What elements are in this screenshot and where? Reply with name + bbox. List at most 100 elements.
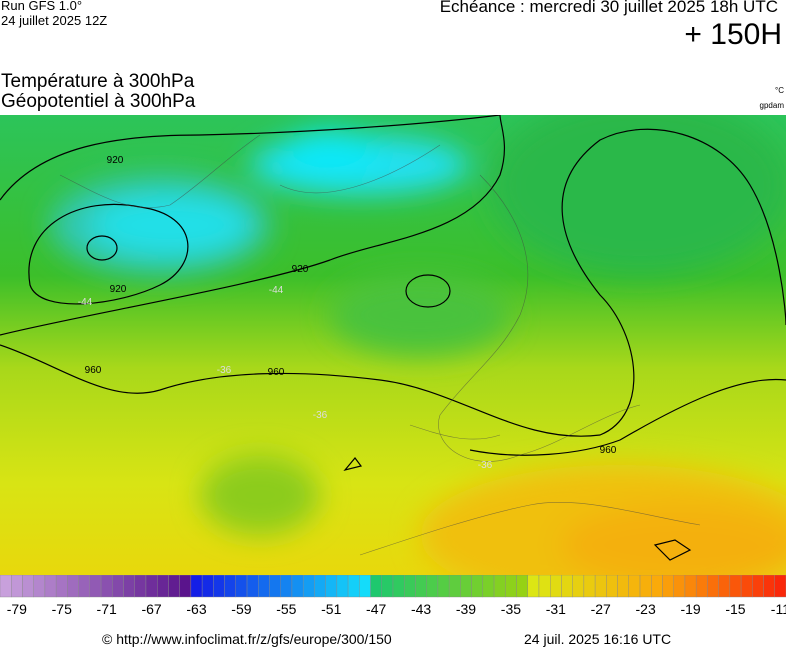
legend-swatch [325,575,338,598]
source-url: © http://www.infoclimat.fr/z/gfs/europe/… [102,631,392,647]
legend-swatch [628,575,641,598]
legend-swatch [583,575,596,598]
legend-swatch [269,575,281,598]
legend-swatch [718,575,731,598]
contour-label: -44 [78,297,93,308]
legend-swatch [201,575,214,598]
legend-swatch [538,575,551,598]
legend-swatch [448,575,461,598]
run-date: 24 juillet 2025 12Z [1,13,108,28]
legend-label: -27 [591,601,611,617]
legend-swatch [246,575,259,598]
contour-label: 960 [85,365,102,376]
contour-label: 920 [292,264,309,275]
lead-time: + 150H [684,18,782,51]
contour-label: -36 [313,410,328,421]
legend-swatch [235,575,248,598]
legend-swatch [594,575,607,598]
legend-swatch [493,575,506,598]
legend-label: -23 [636,601,656,617]
legend-swatch [606,575,618,598]
color-legend: -79 -75 -71 -67 -63 -59 -55 -51 -47 -43 -39 -35 -31 -… [0,575,786,617]
legend-swatch [415,575,427,598]
title: Géopotentiel à 300hPa [1,91,196,112]
legend-swatch [550,575,562,598]
legend-swatch [505,575,517,598]
legend-label: -67 [141,601,161,617]
legend-swatch [67,575,79,598]
legend-swatch [291,575,304,598]
run-label: Run GFS 1.0° [1,0,83,13]
legend-swatch [33,575,46,598]
legend-swatch [707,575,719,598]
contour-label: 960 [268,367,285,378]
legend-swatch [651,575,663,598]
temperature-field [50,115,786,575]
legend-swatch [392,575,405,598]
map: 920 920 920 960 960 960 -44 -44 -36 -36 -36 [0,115,786,575]
unit-label: gpdam [759,101,784,110]
legend-swatch [168,575,180,598]
legend-swatch [729,575,742,598]
legend-swatch [55,575,68,598]
legend-label: -71 [97,601,117,617]
legend-swatch [572,575,585,598]
legend-swatch [0,575,12,598]
legend-swatch [224,575,236,598]
legend-swatch [561,575,573,598]
legend-swatch [347,575,360,598]
contour-label: 920 [110,284,127,295]
legend-swatch [134,575,147,598]
contour-label: 960 [600,445,617,456]
legend-label: -35 [501,601,521,617]
legend-swatch [516,575,528,598]
legend-swatch [752,575,764,598]
legend-swatch [11,575,23,598]
legend-swatch [763,575,775,598]
legend-label: -59 [231,601,251,617]
legend-label: -63 [186,601,206,617]
legend-label: -31 [546,601,566,617]
legend-swatch [156,575,169,598]
legend-swatch [145,575,158,598]
legend-label: -51 [321,601,341,617]
legend-label: -79 [7,601,27,617]
legend-swatch [112,575,124,598]
legend-swatch [123,575,135,598]
legend-swatch [426,575,439,598]
legend-label: -11 [771,601,786,617]
legend-swatch [471,575,484,598]
legend-label: -75 [52,601,72,617]
legend-swatch [190,575,203,598]
legend-swatch [437,575,450,598]
echeance: Echéance : mercredi 30 juillet 2025 18h … [439,0,778,16]
legend-swatch [740,575,753,598]
contour-label: -36 [478,460,493,471]
legend-swatch [336,575,349,598]
legend-swatch [482,575,495,598]
contour-label: 920 [107,155,124,166]
legend-swatch [460,575,472,598]
unit-label: °C [775,86,784,95]
legend-swatch [78,575,91,598]
legend-label: -19 [680,601,700,617]
contour-label: -44 [269,285,284,296]
legend-swatch [44,575,57,598]
legend-swatch [22,575,34,598]
legend-swatch [370,575,382,598]
legend-swatch [527,575,540,598]
legend-swatch [89,575,102,598]
legend-swatch [359,575,371,598]
legend-label: -43 [411,601,431,617]
legend-swatch [404,575,416,598]
legend-label: -15 [725,601,745,617]
geopotential-contours [0,115,786,561]
legend-swatch [695,575,708,598]
contour-label: -36 [217,365,232,376]
coastlines [59,134,701,556]
legend-swatch [213,575,225,598]
legend-swatch [381,575,394,598]
legend-swatch [258,575,270,598]
legend-swatch [662,575,674,598]
title: Température à 300hPa [1,71,195,92]
